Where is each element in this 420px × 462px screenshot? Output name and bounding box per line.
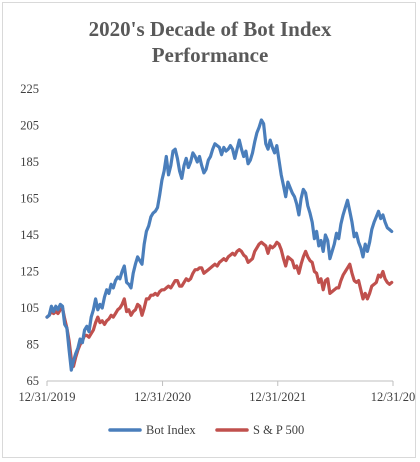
y-tick-label: 205 [20,119,39,133]
y-tick-label: 145 [20,228,39,242]
series-line-s-p-500 [45,240,394,368]
series-line-bot-index [45,118,394,372]
x-tick-label: 12/31/20 [371,390,415,404]
y-tick-label: 165 [20,192,39,206]
y-tick-label: 105 [20,301,39,315]
y-tick-label: 225 [20,82,39,96]
y-tick-label: 65 [27,374,40,388]
x-tick-label: 12/31/2019 [19,390,76,404]
y-tick-label: 185 [20,155,39,169]
x-tick-label: 12/31/2021 [249,390,306,404]
legend-label-s-p-500: S & P 500 [253,423,304,437]
chart-title: 2020's Decade of Bot Index Performance [88,17,332,67]
y-tick-label: 85 [27,338,40,352]
y-tick-label: 125 [20,265,39,279]
x-tick-label: 12/31/2020 [134,390,191,404]
chart-frame [2,2,416,458]
legend-label-bot-index: Bot Index [146,423,196,437]
